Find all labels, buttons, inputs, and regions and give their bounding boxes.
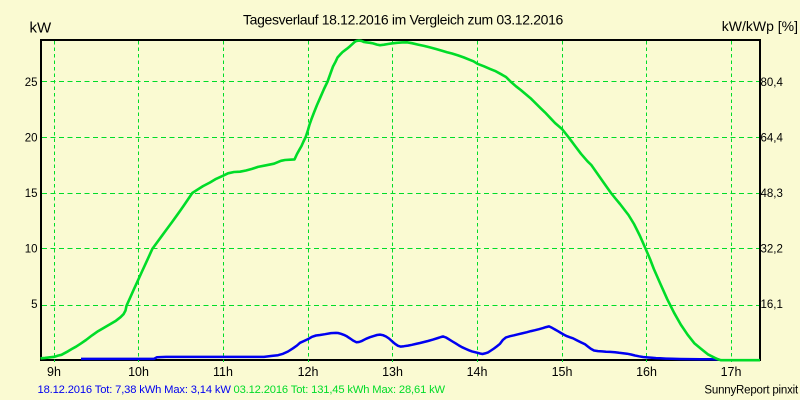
svg-text:64,4: 64,4	[761, 133, 784, 145]
svg-text:03.12.2016 Tot: 131,45 kWh Max: 03.12.2016 Tot: 131,45 kWh Max: 28,61 kW	[234, 384, 446, 396]
svg-text:kW: kW	[30, 20, 53, 37]
svg-text:18.12.2016 Tot: 7,38 kWh Max:: 18.12.2016 Tot: 7,38 kWh Max: 3,14 kW	[38, 384, 232, 396]
svg-text:SunnyReport pinxit: SunnyReport pinxit	[704, 385, 799, 397]
svg-text:10: 10	[25, 244, 38, 256]
svg-text:Tagesverlauf 18.12.2016 im Ver: Tagesverlauf 18.12.2016 im Vergleich zum…	[243, 12, 563, 28]
svg-text:20: 20	[25, 133, 38, 145]
svg-text:17h: 17h	[721, 365, 742, 379]
svg-text:9h: 9h	[47, 365, 61, 379]
svg-text:5: 5	[31, 299, 37, 311]
svg-text:kW/kWp [%]: kW/kWp [%]	[722, 18, 798, 34]
svg-text:25: 25	[25, 77, 38, 89]
svg-text:12h: 12h	[298, 365, 319, 379]
svg-text:14h: 14h	[467, 365, 488, 379]
svg-text:15h: 15h	[552, 365, 573, 379]
svg-text:32,2: 32,2	[761, 244, 783, 256]
svg-text:16,1: 16,1	[761, 299, 783, 311]
svg-text:11h: 11h	[213, 365, 233, 379]
svg-text:48,3: 48,3	[761, 188, 783, 200]
svg-text:13h: 13h	[382, 365, 403, 379]
svg-text:10h: 10h	[128, 365, 149, 379]
svg-text:15: 15	[25, 188, 38, 200]
svg-text:16h: 16h	[636, 365, 657, 379]
svg-text:80,4: 80,4	[761, 77, 784, 89]
